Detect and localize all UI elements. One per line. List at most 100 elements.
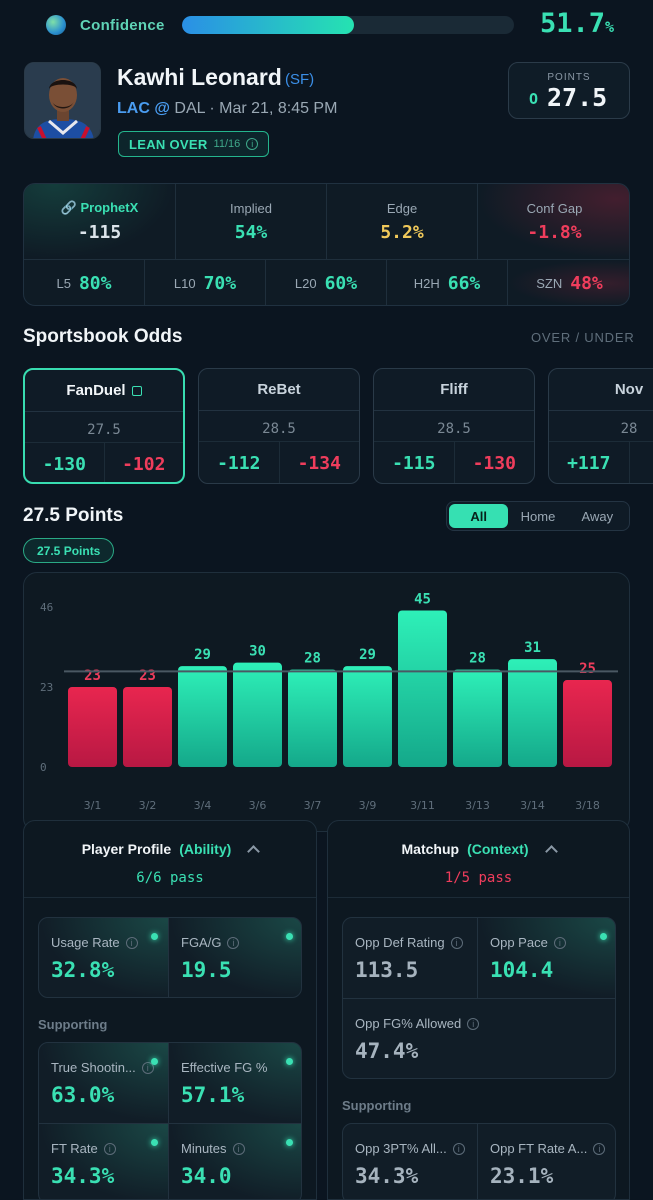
bar-value-label: 29 — [359, 647, 376, 663]
metric-value: 34.0 — [181, 1164, 232, 1188]
stat-label: H2H — [413, 276, 440, 291]
metric-opp-fg-allowed[interactable]: Opp FG% Allowed i 47.4% — [343, 999, 615, 1078]
over-odds[interactable]: -112 — [199, 442, 280, 483]
lean-label: LEAN OVER — [129, 136, 208, 152]
info-icon[interactable]: i — [232, 1142, 245, 1155]
confidence-fill — [182, 16, 354, 34]
tab-all[interactable]: All — [449, 504, 509, 528]
book-card-fanduel[interactable]: FanDuel 27.5 -130 -102 — [23, 368, 185, 484]
pass-dot — [151, 933, 158, 940]
pass-dot — [600, 933, 607, 940]
metric-label: FT Rate — [51, 1141, 98, 1156]
x-tick-label: 3/14 — [520, 799, 545, 812]
metric-opp-ft-rate[interactable]: Opp FT Rate A... i 23.1% — [478, 1124, 615, 1199]
over-under-label[interactable]: OVER / UNDER — [531, 330, 635, 345]
player-position: (SF) — [285, 71, 315, 88]
metric-usage-rate[interactable]: Usage Rate i 32.8% — [39, 918, 169, 997]
at-symbol: @ — [154, 100, 170, 117]
x-tick-label: 3/6 — [249, 799, 267, 812]
stat-l10: L10 70% — [145, 260, 266, 305]
chevron-up-icon[interactable] — [247, 845, 261, 858]
player-name: Kawhi Leonard — [117, 64, 282, 90]
stat-szn: SZN 48% — [508, 260, 629, 305]
metric-value: 34.3% — [51, 1164, 115, 1188]
points-chart: 46 23 0 23 3/1 23 3/2 29 3/4 30 3/6 28 3/7 29 3/9 45 3/1… — [23, 572, 630, 832]
stat-value: 48% — [570, 273, 603, 294]
info-icon[interactable]: i — [125, 936, 138, 949]
metric-value: 104.4 — [490, 958, 554, 982]
stat-value: 70% — [203, 273, 237, 294]
over-odds[interactable]: +117 — [549, 442, 630, 483]
under-odds[interactable]: -130 — [472, 453, 516, 474]
tab-home[interactable]: Home — [520, 508, 556, 524]
over-indicator: O — [529, 90, 539, 108]
metric-value: 32.8% — [51, 958, 115, 982]
line-chip[interactable]: 27.5 Points — [23, 538, 115, 563]
metric-opp-pace[interactable]: Opp Pace i 104.4 — [478, 918, 615, 999]
over-odds[interactable]: -115 — [374, 442, 455, 483]
game-info: LAC @ DAL · Mar 21, 8:45 PM — [117, 100, 337, 118]
player-avatar — [24, 62, 101, 139]
tab-away[interactable]: Away — [581, 508, 614, 524]
primary-metrics: Opp Def Rating i 113.5 Opp Pace i 104.4 Op… — [342, 917, 616, 1079]
over-odds[interactable]: -130 — [25, 443, 105, 482]
metric-fga[interactable]: FGA/G i 19.5 — [169, 918, 301, 997]
metric-minutes[interactable]: Minutes i 34.0 — [169, 1124, 301, 1199]
metric-true-shooting[interactable]: True Shootin... i 63.0% — [39, 1043, 169, 1124]
points-line-box[interactable]: POINTS O 27.5 — [508, 62, 630, 119]
metric-opp-3pt[interactable]: Opp 3PT% All... i 34.3% — [343, 1124, 478, 1199]
confidence-value: 51.7% — [540, 8, 615, 39]
external-link-icon[interactable] — [131, 385, 142, 396]
stat-label: ProphetX — [80, 200, 139, 215]
bar-value-label: 31 — [524, 640, 541, 656]
confidence-track — [182, 16, 514, 34]
info-icon[interactable]: i — [452, 1142, 465, 1155]
info-icon[interactable]: i — [450, 936, 463, 949]
info-icon[interactable]: i — [467, 1017, 480, 1030]
points-line-value: 27.5 — [547, 83, 608, 112]
chart-bar — [398, 610, 447, 767]
book-card-nov[interactable]: Nov 28 +117 — [548, 368, 653, 484]
sportsbook-list[interactable]: FanDuel 27.5 -130 -102 ReBet 28.5 -112 -… — [23, 368, 653, 486]
supporting-metrics: True Shootin... i 63.0% Effective FG % 57… — [38, 1042, 302, 1199]
stat-label: Implied — [230, 200, 272, 216]
matchup-panel: Matchup (Context) 1/5 pass Opp Def Ratin… — [327, 820, 630, 1200]
pass-dot — [151, 1058, 158, 1065]
metric-label: Opp Pace — [490, 935, 548, 950]
bar-value-label: 28 — [304, 651, 321, 667]
info-icon[interactable]: i — [553, 936, 566, 949]
book-name: FanDuel — [66, 382, 126, 399]
x-tick-label: 3/7 — [304, 799, 322, 812]
metric-label: Opp 3PT% All... — [355, 1141, 447, 1156]
metric-ft-rate[interactable]: FT Rate i 34.3% — [39, 1124, 169, 1199]
info-icon[interactable]: i — [246, 138, 259, 150]
metric-effective-fg[interactable]: Effective FG % 57.1% — [169, 1043, 301, 1124]
metric-opp-def-rating[interactable]: Opp Def Rating i 113.5 — [343, 918, 478, 999]
under-odds[interactable] — [630, 442, 653, 483]
book-card-fliff[interactable]: Fliff 28.5 -115 -130 — [373, 368, 535, 484]
stat-value: -1.8% — [527, 221, 582, 243]
lean-badge[interactable]: LEAN OVER 11/16 i — [118, 131, 270, 157]
under-odds[interactable]: -134 — [297, 453, 341, 474]
chevron-up-icon[interactable] — [544, 845, 558, 858]
bar-value-label: 28 — [469, 651, 486, 667]
metric-value: 19.5 — [181, 958, 232, 982]
chart-bar — [233, 662, 282, 767]
book-card-rebet[interactable]: ReBet 28.5 -112 -134 — [198, 368, 360, 484]
book-name: ReBet — [199, 369, 359, 411]
stat-conf-gap: Conf Gap -1.8% — [478, 184, 629, 260]
y-tick-label: 23 — [40, 681, 53, 694]
metric-value: 23.1% — [490, 1164, 554, 1188]
info-icon[interactable]: i — [227, 936, 240, 949]
info-icon[interactable]: i — [103, 1142, 116, 1155]
chart-bar — [453, 669, 502, 767]
info-icon[interactable]: i — [141, 1061, 154, 1074]
metric-value: 57.1% — [181, 1083, 245, 1107]
game-details: DAL · Mar 21, 8:45 PM — [174, 100, 338, 117]
confidence-label: Confidence — [80, 17, 165, 34]
bar-value-label: 29 — [194, 647, 211, 663]
info-icon[interactable]: i — [593, 1142, 606, 1155]
bar-chart: 46230233/1233/2293/4303/6283/7293/9453/1… — [40, 591, 618, 812]
under-odds[interactable]: -102 — [122, 454, 166, 475]
x-tick-label: 3/2 — [139, 799, 157, 812]
